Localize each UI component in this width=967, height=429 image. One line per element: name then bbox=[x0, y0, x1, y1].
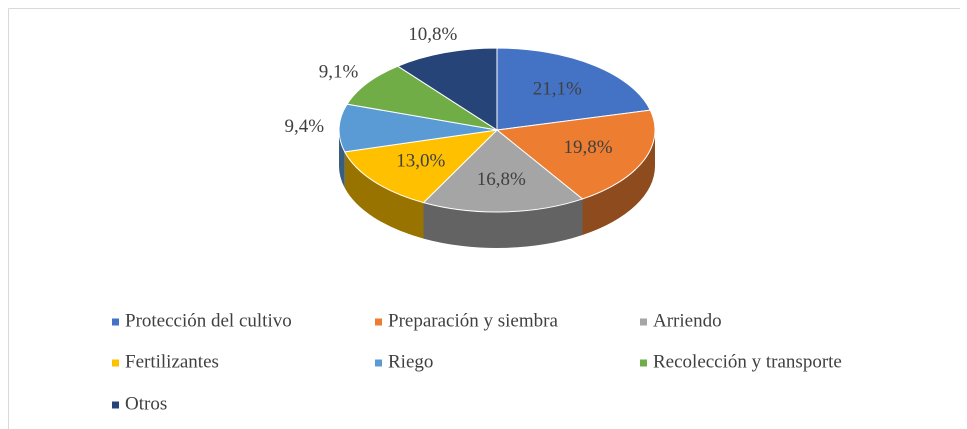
legend-marker bbox=[112, 318, 119, 326]
legend-marker bbox=[375, 359, 382, 367]
legend-marker bbox=[640, 318, 647, 326]
legend-label: Riego bbox=[388, 351, 433, 372]
slice-side bbox=[423, 198, 583, 249]
slice bbox=[338, 103, 498, 153]
legend-label: Preparación y siembra bbox=[388, 310, 558, 331]
legend-marker bbox=[112, 401, 119, 409]
legend-label: Otros bbox=[125, 393, 167, 414]
legend-marker bbox=[375, 318, 382, 326]
slice bbox=[496, 47, 652, 131]
data-label: 19,8% bbox=[564, 137, 613, 158]
legend-label: Fertilizantes bbox=[125, 351, 219, 372]
legend-marker bbox=[640, 359, 647, 367]
data-label: 9,4% bbox=[285, 116, 325, 137]
slice-side bbox=[339, 130, 345, 188]
data-label: 9,1% bbox=[319, 61, 359, 82]
slice bbox=[343, 129, 499, 204]
legend-label: Recolección y transporte bbox=[653, 351, 842, 372]
data-label: 13,0% bbox=[396, 150, 445, 171]
slice bbox=[495, 109, 656, 200]
slice bbox=[346, 65, 498, 131]
data-label: 21,1% bbox=[533, 78, 582, 99]
data-label: 16,8% bbox=[477, 169, 526, 190]
slice bbox=[422, 129, 584, 213]
slice-side bbox=[344, 151, 424, 239]
slice bbox=[396, 47, 498, 131]
data-label: 10,8% bbox=[408, 24, 457, 45]
legend-label: Arriendo bbox=[653, 310, 722, 331]
legend-marker bbox=[112, 359, 119, 367]
legend-label: Protección del cultivo bbox=[125, 310, 292, 331]
